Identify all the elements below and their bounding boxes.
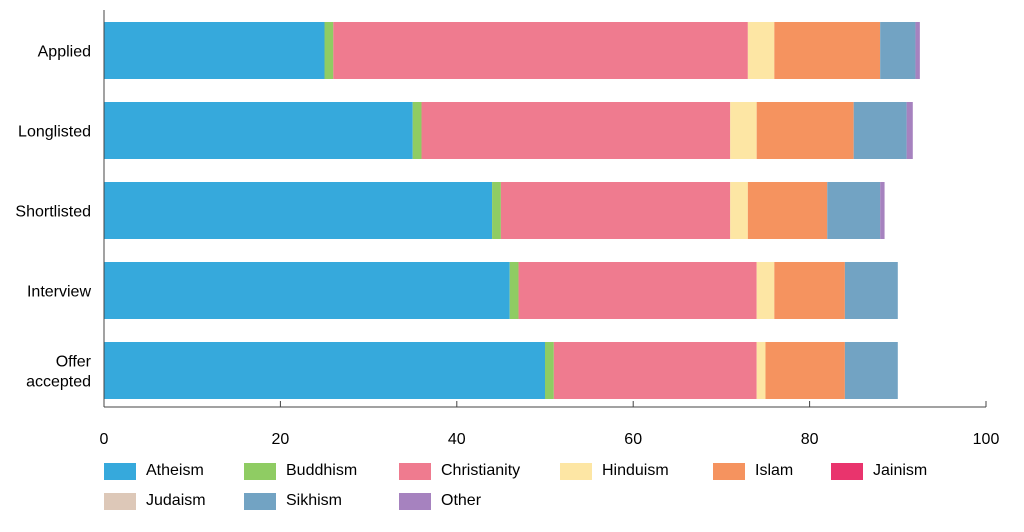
bar-segment-christianity-0 — [333, 22, 748, 79]
legend-item-jainism: Jainism — [831, 462, 927, 480]
x-tick-label: 0 — [100, 431, 109, 448]
legend-label: Christianity — [441, 462, 521, 479]
bar-segment-buddhism-3 — [509, 262, 519, 319]
legend-item-other: Other — [399, 492, 481, 510]
bar-segment-atheism-3 — [104, 262, 510, 319]
bar-segment-sikhism-3 — [844, 262, 898, 319]
x-tick-label: 100 — [973, 431, 1000, 448]
legend-label: Sikhism — [286, 492, 343, 509]
bar-segment-christianity-3 — [518, 262, 757, 319]
category-label: Interview — [27, 284, 91, 301]
legend-label: Islam — [755, 462, 794, 479]
legend-swatch — [244, 492, 276, 510]
bar-segment-sikhism-0 — [880, 22, 916, 79]
x-tick-label: 20 — [272, 431, 290, 448]
bar-segment-islam-0 — [774, 22, 881, 79]
legend-swatch — [560, 462, 592, 480]
category-label: Offer accepted — [26, 354, 92, 391]
bar-segment-christianity-2 — [500, 182, 731, 239]
bar-segment-buddhism-0 — [324, 22, 334, 79]
bar-segment-buddhism-1 — [412, 102, 422, 159]
x-tick-label: 80 — [801, 431, 819, 448]
bar-segment-atheism-4 — [104, 342, 545, 399]
legend-item-sikhism: Sikhism — [244, 492, 342, 510]
legend-item-christianity: Christianity — [399, 462, 520, 480]
legend-swatch — [831, 462, 863, 480]
legend-item-judaism: Judaism — [104, 492, 206, 510]
x-tick-label: 60 — [624, 431, 642, 448]
legend-item-atheism: Atheism — [104, 462, 204, 480]
bar-segment-christianity-1 — [421, 102, 731, 159]
legend-swatch — [399, 492, 431, 510]
legend-label: Atheism — [146, 462, 204, 479]
bar-segment-atheism-2 — [104, 182, 493, 239]
legend-swatch — [104, 492, 136, 510]
bar-segment-hinduism-4 — [756, 342, 766, 399]
category-label: Applied — [38, 44, 91, 61]
bar-segment-christianity-4 — [553, 342, 757, 399]
bar-segment-hinduism-3 — [756, 262, 775, 319]
bar-segment-other-0 — [915, 22, 920, 79]
x-tick-label: 40 — [448, 431, 466, 448]
bar-segment-sikhism-1 — [853, 102, 907, 159]
category-label: Shortlisted — [15, 204, 91, 221]
legend-swatch — [399, 462, 431, 480]
legend-label: Judaism — [146, 492, 206, 509]
bar-segment-hinduism-0 — [747, 22, 775, 79]
legend-label: Buddhism — [286, 462, 358, 479]
bar-segment-buddhism-4 — [545, 342, 554, 399]
stacked-bar-chart: Applied Longlisted Shortlisted Interview Off… — [15, 10, 1000, 448]
legend-item-islam: Islam — [713, 462, 793, 480]
legend-label: Hinduism — [602, 462, 669, 479]
legend-item-buddhism: Buddhism — [244, 462, 357, 480]
bar-segment-other-1 — [906, 102, 913, 159]
bar-segment-hinduism-1 — [730, 102, 757, 159]
bar-segment-sikhism-2 — [827, 182, 881, 239]
bar-segment-sikhism-4 — [844, 342, 898, 399]
bar-segment-islam-3 — [774, 262, 845, 319]
legend-label: Jainism — [873, 462, 928, 479]
bar-segment-islam-4 — [765, 342, 845, 399]
legend-swatch — [713, 462, 745, 480]
bar-segment-other-2 — [880, 182, 885, 239]
bar-segment-atheism-0 — [104, 22, 325, 79]
bar-segment-islam-2 — [747, 182, 828, 239]
legend-label: Other — [441, 492, 482, 509]
legend-swatch — [104, 462, 136, 480]
bar-segment-islam-1 — [756, 102, 854, 159]
legend-swatch — [244, 462, 276, 480]
category-label: Longlisted — [18, 124, 91, 141]
bar-segment-buddhism-2 — [492, 182, 501, 239]
bar-segment-hinduism-2 — [730, 182, 748, 239]
legend-item-hinduism: Hinduism — [560, 462, 669, 480]
bar-segment-atheism-1 — [104, 102, 413, 159]
